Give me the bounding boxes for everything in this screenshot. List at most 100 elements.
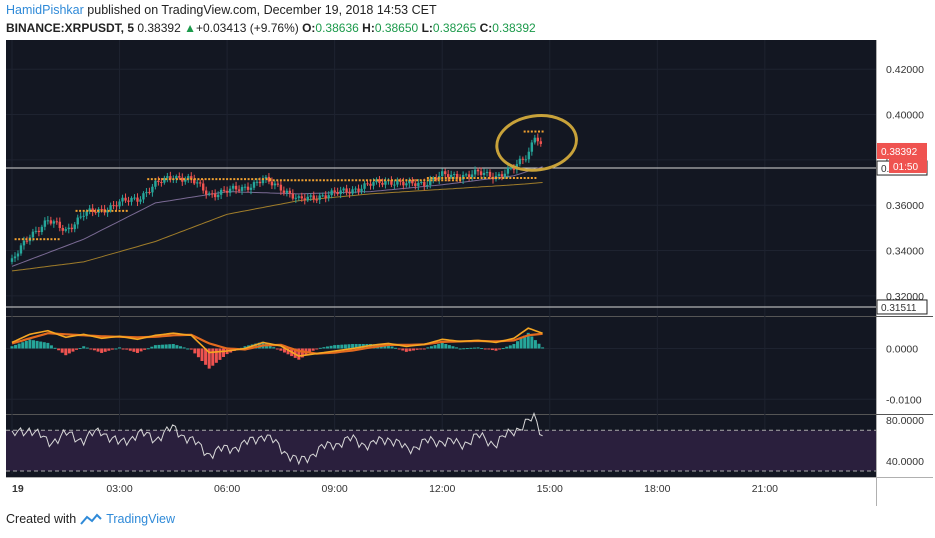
- candle-body: [22, 240, 26, 246]
- macd-histogram-bar: [462, 348, 466, 350]
- dot-marker: [107, 209, 110, 212]
- candle-body: [521, 158, 525, 160]
- macd-histogram-bar: [533, 340, 537, 349]
- candle-body: [464, 174, 468, 176]
- price-tick-label: 0.42000: [886, 64, 924, 76]
- macd-histogram-bar: [89, 348, 93, 350]
- dot-marker: [419, 179, 422, 182]
- macd-histogram-bar: [397, 348, 401, 350]
- dot-marker: [434, 177, 437, 179]
- dot-marker: [186, 178, 189, 181]
- tradingview-brand[interactable]: TradingView: [106, 512, 175, 526]
- candle-body: [312, 195, 315, 200]
- author-link[interactable]: HamidPishkar: [6, 3, 84, 17]
- dot-marker: [175, 178, 178, 181]
- candle-body: [133, 197, 136, 199]
- macd-histogram-bar: [343, 344, 347, 349]
- macd-histogram-bar: [347, 344, 351, 349]
- macd-histogram-bar: [419, 348, 423, 350]
- candle-body: [82, 215, 85, 217]
- candle-body: [285, 190, 289, 193]
- candle-body: [303, 198, 306, 201]
- macd-histogram-bar: [178, 346, 182, 349]
- candle-body: [40, 226, 44, 232]
- dot-marker: [351, 179, 354, 182]
- dot-marker: [340, 179, 343, 182]
- candle-body: [139, 199, 142, 202]
- macd-histogram-bar: [293, 348, 297, 358]
- macd-histogram-bar: [46, 342, 50, 349]
- dot-marker: [100, 209, 103, 212]
- candle-body: [443, 171, 447, 175]
- dot-marker: [534, 130, 537, 133]
- candle-body: [222, 189, 226, 191]
- chart-area[interactable]: 0.420000.400000.380000.360000.340000.320…: [0, 40, 935, 506]
- macd-histogram-bar: [369, 344, 373, 349]
- macd-histogram-bar: [282, 348, 286, 353]
- dot-marker: [183, 178, 186, 181]
- candle-body: [476, 169, 480, 172]
- macd-histogram-bar: [128, 348, 132, 351]
- candle-body: [417, 182, 420, 186]
- candle-body: [396, 180, 399, 185]
- macd-histogram-bar: [458, 348, 462, 350]
- macd-histogram-bar: [444, 344, 448, 349]
- candle-body: [449, 174, 453, 178]
- candle-body: [315, 199, 318, 201]
- footer: Created with TradingView: [6, 512, 175, 526]
- macd-histogram-bar: [483, 348, 487, 350]
- candle-body: [524, 159, 528, 161]
- candle-body: [109, 205, 112, 211]
- macd-histogram-bar: [67, 348, 71, 354]
- candle-body: [106, 210, 109, 213]
- candle-body: [348, 192, 351, 194]
- candle-body: [297, 196, 301, 198]
- dot-marker: [430, 179, 433, 182]
- macd-histogram-bar: [150, 346, 154, 349]
- macd-histogram-bar: [465, 348, 469, 350]
- candle-body: [357, 188, 360, 192]
- candle-body: [127, 200, 130, 202]
- candle-body: [330, 190, 333, 196]
- macd-histogram-bar: [537, 343, 541, 349]
- dot-marker: [254, 178, 257, 181]
- dot-marker: [512, 177, 515, 179]
- created-with-text: Created with: [6, 512, 77, 526]
- macd-histogram-bar: [103, 348, 107, 352]
- dot-marker: [75, 209, 78, 212]
- dot-marker: [272, 179, 275, 182]
- macd-histogram-bar: [189, 348, 193, 350]
- candle-body: [163, 177, 166, 183]
- time-tick-label: 19: [12, 483, 24, 495]
- candle-body: [432, 178, 435, 180]
- macd-histogram-bar: [78, 348, 82, 350]
- macd-histogram-bar: [182, 347, 186, 349]
- macd-histogram-bar: [490, 348, 494, 351]
- dot-marker: [516, 177, 519, 179]
- macd-histogram-bar: [311, 348, 315, 351]
- dot-marker: [473, 177, 476, 179]
- candle-body: [178, 176, 181, 178]
- dot-marker: [444, 179, 447, 182]
- candle-body: [261, 178, 265, 184]
- dot-marker: [398, 179, 401, 182]
- candle-body: [187, 176, 190, 180]
- dot-marker: [444, 177, 447, 179]
- dot-marker: [362, 179, 365, 182]
- dot-marker: [36, 238, 39, 241]
- dot-marker: [530, 177, 533, 179]
- macd-histogram-bar: [200, 348, 204, 362]
- dot-marker: [523, 130, 526, 133]
- candle-body: [70, 227, 73, 230]
- macd-histogram-bar: [308, 348, 312, 353]
- candle-body: [399, 180, 402, 182]
- candle-body: [225, 190, 229, 193]
- countdown-tag-label: 01:50: [893, 162, 918, 173]
- macd-histogram-bar: [35, 340, 39, 349]
- candle-body: [429, 179, 432, 185]
- candle-body: [73, 224, 76, 230]
- macd-histogram-bar: [64, 348, 68, 356]
- dot-marker: [204, 178, 207, 181]
- dot-marker: [251, 178, 254, 181]
- dot-marker: [319, 179, 322, 182]
